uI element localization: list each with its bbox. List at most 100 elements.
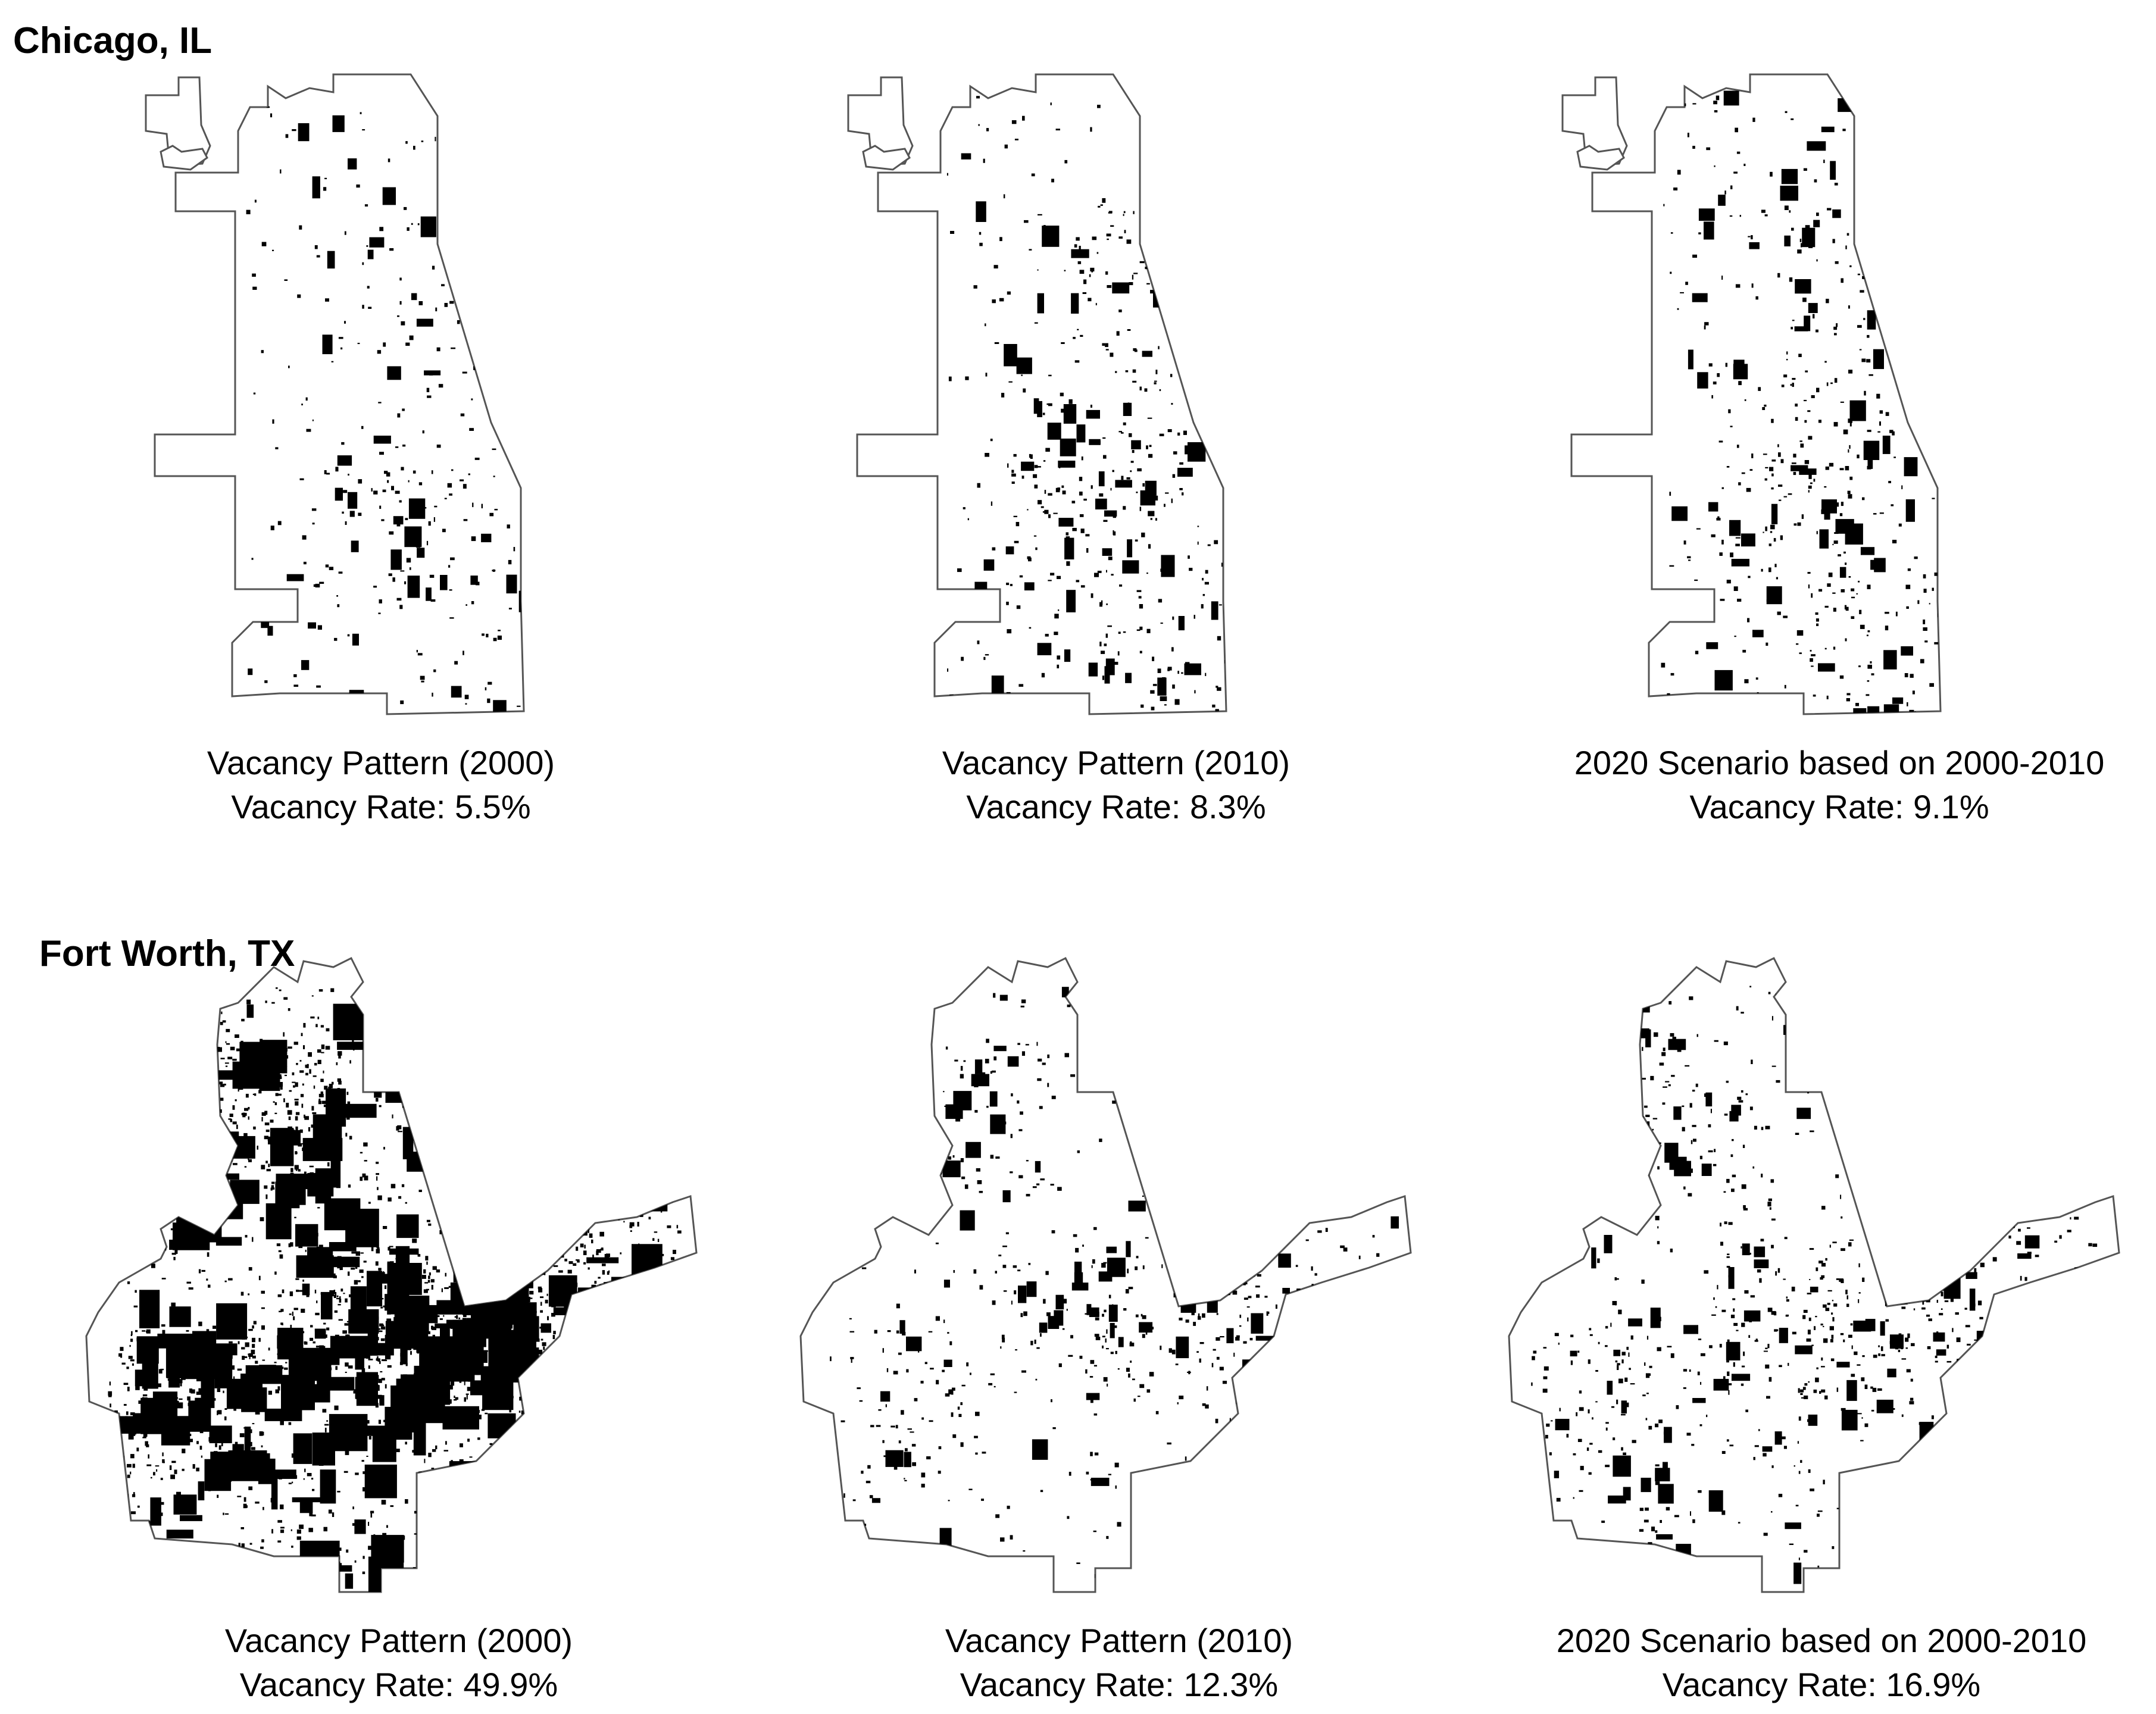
vacant-parcel: [1755, 296, 1758, 300]
vacant-parcel: [318, 1099, 321, 1102]
vacant-parcel: [418, 482, 423, 486]
vacant-parcel: [1680, 292, 1684, 293]
vacant-parcel: [560, 1381, 562, 1384]
vacant-parcel: [939, 1528, 952, 1550]
vacant-parcel: [1010, 1171, 1013, 1174]
vacant-parcel: [565, 1206, 570, 1209]
vacant-parcel: [387, 1261, 392, 1265]
vacant-parcel: [1929, 683, 1934, 687]
vacant-parcel: [377, 1247, 380, 1250]
vacant-parcel: [519, 1396, 523, 1401]
vacant-parcel: [391, 486, 394, 490]
vacant-parcel: [545, 1166, 547, 1168]
vacant-parcel: [368, 1359, 373, 1360]
vacant-parcel: [1870, 559, 1876, 570]
vacant-parcel: [532, 1411, 537, 1415]
vacant-parcel: [1079, 492, 1083, 496]
vacant-parcel: [131, 1331, 133, 1335]
vacant-parcel: [507, 1287, 509, 1290]
vacant-parcel: [418, 1190, 422, 1192]
vacant-parcel: [1845, 245, 1847, 249]
vacant-parcel: [1921, 1307, 1926, 1310]
vacant-parcel: [1321, 1326, 1326, 1331]
vacant-parcel: [598, 1436, 601, 1439]
vacant-parcel: [252, 1344, 255, 1348]
vacant-parcel: [470, 1121, 474, 1124]
vacant-parcel: [189, 1140, 191, 1146]
vacant-parcel: [1731, 559, 1749, 567]
vacant-parcel: [1824, 605, 1829, 608]
vacant-parcel: [477, 1208, 480, 1212]
vacant-parcel: [513, 246, 515, 251]
vacant-parcel: [498, 1264, 501, 1268]
vacant-parcel: [515, 1213, 520, 1216]
vacant-parcel: [1099, 493, 1104, 497]
vacant-parcel: [1735, 543, 1740, 546]
vacant-parcel: [307, 1287, 310, 1292]
vacant-parcel: [135, 1190, 138, 1193]
vacant-parcel: [317, 1049, 321, 1053]
vacant-parcel: [1071, 1283, 1089, 1291]
vacant-parcel: [1354, 1393, 1356, 1397]
vacant-parcel: [510, 1271, 513, 1275]
vacant-parcel: [1890, 1205, 1893, 1209]
vacant-parcel: [577, 1328, 583, 1331]
vacant-parcel: [1106, 233, 1111, 237]
vacant-parcel: [1103, 520, 1108, 522]
vacant-parcel: [299, 1192, 304, 1196]
vacant-parcel: [949, 1341, 952, 1346]
vacant-parcel: [1917, 600, 1920, 604]
vacant-parcel: [321, 1143, 326, 1147]
vacant-parcel: [314, 1328, 326, 1339]
vacant-parcel: [1721, 487, 1724, 489]
vacant-parcel: [1089, 1307, 1099, 1317]
vacant-parcel: [430, 599, 436, 602]
vacant-parcel: [1017, 1269, 1021, 1272]
vacant-parcel: [1270, 1518, 1272, 1521]
vacant-parcel: [1218, 1067, 1221, 1072]
vacant-parcel: [592, 1396, 596, 1400]
vacant-parcel: [379, 1064, 383, 1068]
vacant-parcel: [613, 1197, 618, 1200]
vacant-parcel: [287, 1110, 292, 1115]
vacant-parcel: [220, 1097, 224, 1101]
vacant-parcel: [606, 1253, 610, 1258]
vacant-parcel: [1845, 606, 1849, 611]
vacant-parcel: [141, 1543, 144, 1549]
vacant-parcel: [1867, 584, 1871, 589]
vacant-parcel: [596, 1250, 599, 1256]
vacant-parcel: [454, 1139, 458, 1143]
vacant-parcel: [368, 1202, 371, 1204]
vacant-parcel: [162, 1452, 164, 1456]
fort-worth-map-2010: [799, 956, 1412, 1593]
vacant-parcel: [993, 1385, 996, 1388]
vacant-parcel: [1773, 538, 1776, 542]
vacant-parcel: [209, 1097, 212, 1102]
vacant-parcel: [1204, 228, 1218, 243]
vacant-parcel: [2074, 1412, 2076, 1417]
vacant-parcel: [1303, 1353, 1308, 1356]
vacant-parcel: [1298, 1432, 1302, 1435]
vacant-parcel: [618, 1342, 621, 1344]
vacant-parcel: [469, 164, 472, 167]
vacant-parcel: [1102, 1345, 1104, 1349]
vacant-parcel: [217, 1121, 219, 1125]
vacant-parcel: [392, 1114, 393, 1119]
vacant-parcel: [898, 1352, 902, 1355]
vacant-parcel: [566, 1318, 569, 1320]
vacant-parcel: [323, 1394, 324, 1397]
vacant-parcel: [292, 1311, 293, 1316]
vacant-parcel: [1237, 1270, 1242, 1274]
vacant-parcel: [658, 1149, 660, 1151]
vacant-parcel: [235, 1441, 238, 1444]
vacant-parcel: [1108, 556, 1113, 561]
vacant-parcel: [592, 1307, 595, 1309]
vacant-parcel: [302, 1176, 305, 1179]
vacant-parcel: [390, 1385, 416, 1410]
vacant-parcel: [407, 1334, 410, 1337]
vacant-parcel: [938, 1471, 941, 1474]
vacant-parcel: [1275, 1304, 1277, 1309]
vacant-parcel: [323, 187, 327, 191]
vacant-parcel: [1723, 90, 1739, 106]
vacant-parcel: [652, 1444, 673, 1463]
